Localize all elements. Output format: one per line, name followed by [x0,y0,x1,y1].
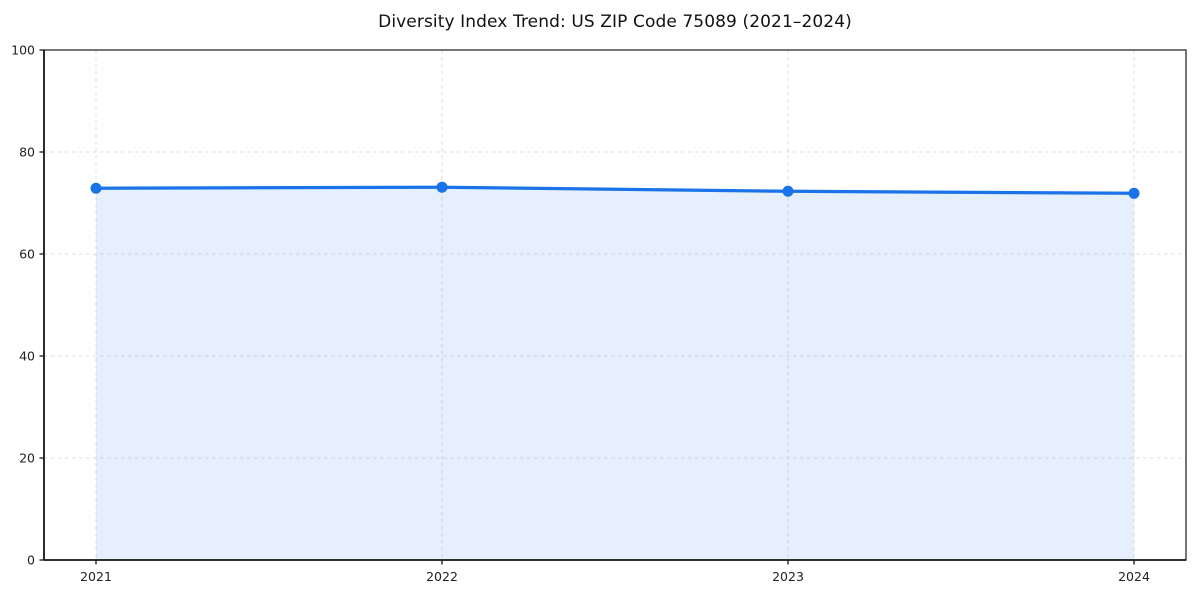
x-tick-label: 2022 [426,569,458,584]
x-tick-label: 2021 [80,569,112,584]
data-point-marker [436,181,448,193]
y-tick-label: 80 [19,144,35,159]
y-tick-label: 0 [27,552,35,567]
y-tick-label: 40 [19,348,35,363]
y-tick-label: 100 [11,42,35,57]
chart-title: Diversity Index Trend: US ZIP Code 75089… [378,12,852,32]
area-fill [96,187,1134,560]
data-point-marker [1128,187,1140,199]
data-point-marker [782,185,794,197]
x-tick-label: 2023 [772,569,804,584]
x-tick-label: 2024 [1118,569,1150,584]
trend-line [94,185,1136,195]
y-tick-label: 20 [19,450,35,465]
y-tick-label: 60 [19,246,35,261]
data-point-marker [90,182,102,194]
